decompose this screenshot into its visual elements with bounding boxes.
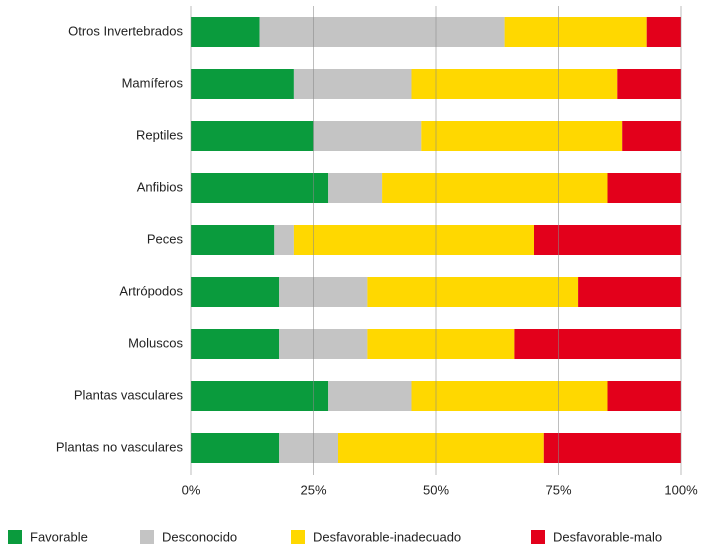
bar-segment [617,69,681,99]
bar-segment [279,329,368,359]
bar-segment [646,17,681,47]
bar-segment [259,17,505,47]
bar-segment [578,277,681,307]
bar-segment [607,381,681,411]
category-label: Mamíferos [122,75,184,90]
bar-segment [534,225,681,255]
category-label: Plantas no vasculares [56,439,184,454]
category-label: Reptiles [136,127,183,142]
bar-segment [367,329,515,359]
legend-label: Desfavorable-inadecuado [313,529,461,544]
bar-segment [607,173,681,203]
category-label: Artrópodos [119,283,183,298]
category-label: Peces [147,231,184,246]
category-label: Otros Invertebrados [68,23,183,38]
bar-segment [191,173,329,203]
bar-segment [279,277,368,307]
category-label: Plantas vasculares [74,387,184,402]
bar-segment [191,277,280,307]
bar-segment [411,69,618,99]
bar-segment [328,381,412,411]
bar-segment [191,225,275,255]
bar-segment [293,225,534,255]
bar-segment [328,173,383,203]
bar-segment [191,329,280,359]
x-tick-label: 0% [182,482,201,497]
bar-segment [191,17,260,47]
bar-segment [367,277,579,307]
bar-segment [274,225,294,255]
bar-segment [191,69,294,99]
bar-segment [191,381,329,411]
bar-segment [191,433,280,463]
bar-segment [514,329,681,359]
bar-segment [279,433,338,463]
legend-swatch [8,530,22,544]
bar-segment [411,381,608,411]
bar-segment [293,69,412,99]
category-label: Anfibios [137,179,184,194]
bar-segment [191,121,314,151]
x-tick-label: 50% [423,482,449,497]
x-tick-label: 25% [300,482,326,497]
bar-segment [543,433,681,463]
legend-label: Favorable [30,529,88,544]
bar-segment [313,121,422,151]
legend-label: Desconocido [162,529,237,544]
bar-segment [382,173,608,203]
x-tick-label: 75% [545,482,571,497]
category-label: Moluscos [128,335,183,350]
legend-swatch [291,530,305,544]
legend-label: Desfavorable-malo [553,529,662,544]
x-tick-label: 100% [664,482,698,497]
legend-swatch [531,530,545,544]
bar-segment [421,121,623,151]
bar-segment [504,17,647,47]
bar-segment [622,121,681,151]
legend-swatch [140,530,154,544]
bar-segment [338,433,544,463]
